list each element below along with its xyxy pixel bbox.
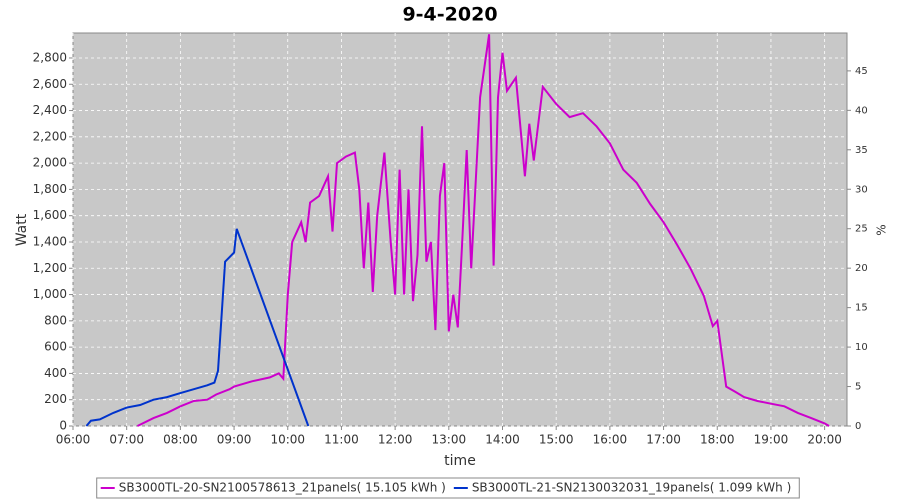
y2-tick-label: 45 <box>855 66 868 77</box>
y2-tick-label: 10 <box>855 342 868 353</box>
y-tick-label: 200 <box>44 392 67 406</box>
x-tick-label: 14:00 <box>485 433 520 447</box>
series-line <box>85 228 310 427</box>
y-tick-label: 2,800 <box>33 50 67 64</box>
x-tick-label: 10:00 <box>270 433 305 447</box>
legend-label: SB3000TL-20-SN2100578613_21panels( 15.10… <box>119 481 446 495</box>
series-line <box>136 34 830 427</box>
y-tick-label: 800 <box>44 313 67 327</box>
legend-box <box>96 477 800 499</box>
x-tick-label: 07:00 <box>109 433 144 447</box>
x-tick-label: 19:00 <box>754 433 789 447</box>
y-tick-label: 1,200 <box>33 261 67 275</box>
x-axis-label: time <box>444 453 476 469</box>
y-tick-label: 2,000 <box>33 156 67 170</box>
x-tick-label: 16:00 <box>593 433 628 447</box>
y-tick-label: 400 <box>44 366 67 380</box>
plot-area <box>72 32 848 427</box>
y-tick-label: 600 <box>44 340 67 354</box>
chart-title: 9-4-2020 <box>402 4 497 26</box>
y-tick-label: 1,600 <box>33 208 67 222</box>
x-tick-label: 15:00 <box>539 433 574 447</box>
y2-tick-label: 0 <box>855 421 861 432</box>
x-tick-label: 11:00 <box>324 433 359 447</box>
y2-tick-label: 40 <box>855 105 868 116</box>
x-tick-label: 12:00 <box>378 433 413 447</box>
x-tick-label: 18:00 <box>700 433 735 447</box>
legend-label: SB3000TL-21-SN2130032031_19panels( 1.099… <box>472 481 791 495</box>
y2-tick-label: 5 <box>855 382 861 393</box>
x-tick-label: 06:00 <box>56 433 91 447</box>
y2-tick-label: 20 <box>855 263 868 274</box>
y-tick-label: 0 <box>59 419 67 433</box>
y-tick-label: 1,800 <box>33 182 67 196</box>
x-tick-label: 08:00 <box>163 433 198 447</box>
legend: SB3000TL-20-SN2100578613_21panels( 15.10… <box>96 477 800 499</box>
y-tick-label: 2,400 <box>33 103 67 117</box>
y-tick-label: 2,200 <box>33 129 67 143</box>
x-tick-label: 17:00 <box>646 433 681 447</box>
y-tick-label: 1,400 <box>33 234 67 248</box>
y2-tick-label: 25 <box>855 224 868 235</box>
x-tick-label: 09:00 <box>217 433 252 447</box>
y-axis-label: Watt <box>14 213 30 246</box>
y2-tick-label: 30 <box>855 184 868 195</box>
x-tick-label: 13:00 <box>432 433 467 447</box>
y2-tick-label: 35 <box>855 145 868 156</box>
x-tick-label: 20:00 <box>807 433 842 447</box>
y-tick-label: 2,600 <box>33 77 67 91</box>
y2-tick-label: 15 <box>855 303 868 314</box>
y-tick-label: 1,000 <box>33 287 67 301</box>
y2-axis-label: % <box>875 224 889 235</box>
